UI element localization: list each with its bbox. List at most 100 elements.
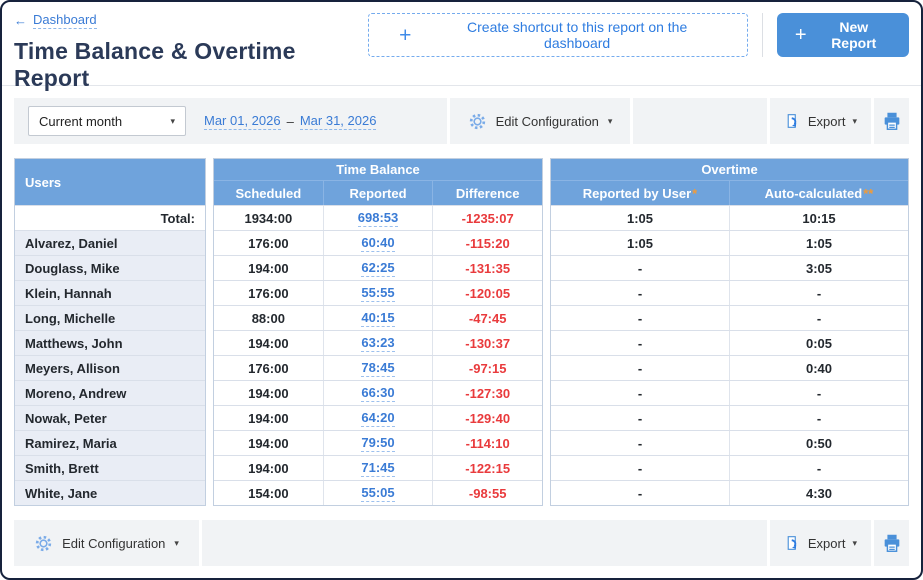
period-select-value: Current month: [39, 114, 122, 129]
export-icon: [784, 532, 801, 554]
date-from-link[interactable]: Mar 01, 2026: [204, 113, 281, 130]
difference-value: -131:35: [432, 256, 542, 280]
auto-calculated-value: 0:05: [729, 331, 908, 355]
reported-link[interactable]: 64:20: [361, 410, 394, 427]
edit-configuration-button[interactable]: Edit Configuration ▾: [447, 98, 630, 144]
auto-calculated-value: -: [729, 456, 908, 480]
overtime-row: - 0:40: [551, 355, 908, 380]
footnote-mark: *: [692, 186, 697, 201]
reported-link[interactable]: 79:50: [361, 435, 394, 452]
scheduled-value: 154:00: [214, 481, 323, 505]
reported-by-user-value: -: [551, 256, 729, 280]
toolbar: Current month ▾ Mar 01, 2026 – Mar 31, 2…: [14, 98, 909, 144]
overtime-row: - 0:50: [551, 430, 908, 455]
new-report-button[interactable]: + New Report: [777, 13, 909, 57]
user-row: Moreno, Andrew: [15, 380, 205, 405]
overtime-row: - 0:05: [551, 330, 908, 355]
reported-link[interactable]: 60:40: [361, 235, 394, 252]
export-button-bottom[interactable]: Export ▾: [767, 520, 871, 566]
export-button[interactable]: Export ▾: [767, 98, 871, 144]
reported-by-user-value: -: [551, 406, 729, 430]
time-balance-group-header: Time Balance: [214, 159, 542, 181]
total-row-label: Total:: [15, 205, 205, 230]
overtime-row: - 3:05: [551, 255, 908, 280]
scheduled-value: 194:00: [214, 381, 323, 405]
reported-link[interactable]: 55:05: [361, 485, 394, 502]
auto-calculated-value: 0:40: [729, 356, 908, 380]
footer-toolbar: Edit Configuration ▾ Export ▾: [14, 520, 909, 566]
scheduled-value: 176:00: [214, 356, 323, 380]
reported-by-user-value: -: [551, 281, 729, 305]
create-shortcut-button[interactable]: + Create shortcut to this report on the …: [368, 13, 748, 57]
print-button-bottom[interactable]: [871, 520, 909, 566]
page-title: Time Balance & Overtime Report: [14, 38, 368, 92]
caret-down-icon: ▾: [174, 538, 179, 549]
print-button[interactable]: [871, 98, 909, 144]
footnote-mark: **: [863, 186, 873, 201]
time-balance-row: 154:00 55:05 -98:55: [214, 480, 542, 505]
caret-down-icon: ▾: [852, 538, 857, 549]
date-to-link[interactable]: Mar 31, 2026: [300, 113, 377, 130]
user-name: Long, Michelle: [25, 311, 115, 326]
time-balance-table: Time Balance Scheduled Reported Differen…: [213, 158, 543, 506]
auto-calculated-value: 4:30: [729, 481, 908, 505]
scheduled-value: 194:00: [214, 256, 323, 280]
overtime-row: - -: [551, 405, 908, 430]
overtime-subheader: Reported by User* Auto-calculated**: [551, 181, 908, 205]
reported-link[interactable]: 62:25: [361, 260, 394, 277]
user-name: Meyers, Allison: [25, 361, 120, 376]
reported-by-user-value: -: [551, 356, 729, 380]
auto-calculated-value: 1:05: [729, 231, 908, 255]
overtime-group-header: Overtime: [551, 159, 908, 181]
gear-icon: [34, 534, 53, 553]
toolbar-spacer: [630, 98, 767, 144]
edit-configuration-button-bottom[interactable]: Edit Configuration ▾: [14, 520, 199, 566]
time-balance-row: 194:00 79:50 -114:10: [214, 430, 542, 455]
reported-link[interactable]: 71:45: [361, 460, 394, 477]
report-tables: Users Total: Alvarez, Daniel Douglass, M…: [14, 158, 909, 506]
auto-calculated-value: -: [729, 381, 908, 405]
total-reported-link[interactable]: 698:53: [358, 210, 398, 227]
user-row: Alvarez, Daniel: [15, 230, 205, 255]
reported-by-user-value: -: [551, 481, 729, 505]
auto-calculated-value: 3:05: [729, 256, 908, 280]
auto-calculated-value: -: [729, 406, 908, 430]
reported-column-header: Reported: [323, 181, 433, 205]
user-row: Ramirez, Maria: [15, 430, 205, 455]
date-separator: –: [287, 114, 294, 129]
reported-link[interactable]: 66:30: [361, 385, 394, 402]
reported-link[interactable]: 63:23: [361, 335, 394, 352]
reported-link[interactable]: 78:45: [361, 360, 394, 377]
header-actions: + Create shortcut to this report on the …: [368, 13, 909, 57]
reported-by-user-value: -: [551, 381, 729, 405]
period-select[interactable]: Current month ▾: [28, 106, 186, 136]
user-name: Moreno, Andrew: [25, 386, 126, 401]
overtime-row: - -: [551, 455, 908, 480]
time-balance-row: 194:00 63:23 -130:37: [214, 330, 542, 355]
auto-calculated-value: -: [729, 281, 908, 305]
export-label: Export: [808, 114, 846, 129]
reported-link[interactable]: 55:55: [361, 285, 394, 302]
auto-calculated-value: -: [729, 306, 908, 330]
user-name: Matthews, John: [25, 336, 123, 351]
printer-icon: [881, 532, 903, 554]
reported-by-user-value: 1:05: [551, 231, 729, 255]
difference-value: -47:45: [432, 306, 542, 330]
new-report-label: New Report: [817, 19, 892, 51]
user-name: Douglass, Mike: [25, 261, 120, 276]
difference-value: -97:15: [432, 356, 542, 380]
total-scheduled: 1934:00: [214, 206, 323, 230]
time-balance-row: 194:00 64:20 -129:40: [214, 405, 542, 430]
scheduled-value: 194:00: [214, 331, 323, 355]
user-row: Long, Michelle: [15, 305, 205, 330]
edit-configuration-label: Edit Configuration: [496, 114, 599, 129]
reported-by-user-column-header: Reported by User*: [551, 181, 729, 205]
total-difference: -1235:07: [432, 206, 542, 230]
back-to-dashboard-link[interactable]: ← Dashboard: [14, 12, 97, 29]
difference-value: -115:20: [432, 231, 542, 255]
date-range: Mar 01, 2026 – Mar 31, 2026: [204, 113, 376, 130]
caret-down-icon: ▾: [852, 116, 857, 127]
reported-link[interactable]: 40:15: [361, 310, 394, 327]
time-balance-row: 176:00 78:45 -97:15: [214, 355, 542, 380]
auto-calculated-value: 0:50: [729, 431, 908, 455]
